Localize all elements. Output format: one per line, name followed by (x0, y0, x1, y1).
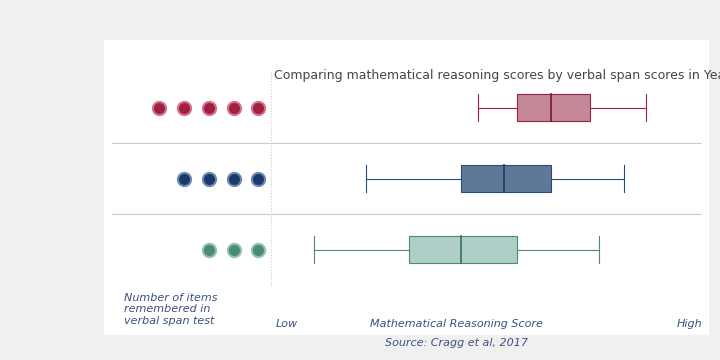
FancyBboxPatch shape (104, 40, 709, 335)
Text: Low: Low (275, 319, 297, 329)
Point (179, 105, 190, 111)
Text: Mathematical Reasoning Score: Mathematical Reasoning Score (370, 319, 543, 329)
Point (253, 105, 264, 111)
Text: Comparing mathematical reasoning scores by verbal span scores in Year 4 pupils: Comparing mathematical reasoning scores … (274, 69, 720, 82)
Bar (517, 94, 590, 121)
Text: Number of items
remembered in
verbal span test: Number of items remembered in verbal spa… (125, 293, 218, 326)
Point (153, 105, 165, 111)
Point (203, 105, 215, 111)
Point (228, 176, 239, 181)
Point (203, 247, 215, 252)
Point (228, 105, 239, 111)
Point (179, 176, 190, 181)
Point (253, 247, 264, 252)
Point (253, 176, 264, 181)
Point (228, 247, 239, 252)
Bar (461, 165, 551, 192)
Text: Source: Cragg et al, 2017: Source: Cragg et al, 2017 (384, 338, 528, 348)
Bar (409, 236, 517, 263)
Text: High: High (676, 319, 702, 329)
Point (203, 176, 215, 181)
